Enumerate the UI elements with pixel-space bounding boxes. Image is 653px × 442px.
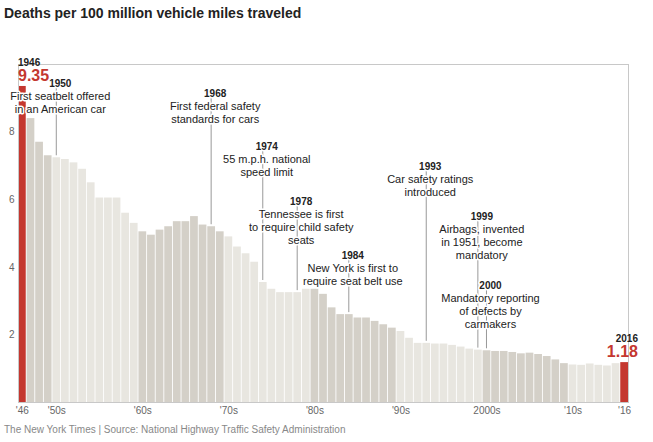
svg-text:6: 6 xyxy=(9,194,15,205)
svg-text:2000s: 2000s xyxy=(473,405,500,416)
svg-text:1993Car safety ratingsintroduc: 1993Car safety ratingsintroduced xyxy=(387,161,474,198)
svg-text:1968First federal safetystanda: 1968First federal safetystandards for ca… xyxy=(170,88,261,125)
svg-text:'90s: '90s xyxy=(392,405,410,416)
html-text:The New York Times | Source: N: The New York Times | Source: National Hi… xyxy=(4,424,346,435)
svg-text:1984New York is first torequir: 1984New York is first torequire seat bel… xyxy=(303,250,403,287)
svg-text:'16: '16 xyxy=(618,405,631,416)
html-text:1950: 1950 xyxy=(49,78,72,89)
svg-text:1946: 1946 xyxy=(18,57,41,68)
svg-text:1999Airbags, inventedin 1951,: 1999Airbags, inventedin 1951, becomemand… xyxy=(439,211,524,261)
svg-text:1.18: 1.18 xyxy=(607,343,638,360)
svg-text:197455 m.p.h. nationalspeed li: 197455 m.p.h. nationalspeed limit xyxy=(223,141,310,178)
html-text:First seatbelt offered: First seatbelt offered xyxy=(10,90,111,102)
svg-text:8: 8 xyxy=(9,126,15,137)
svg-text:4: 4 xyxy=(9,262,15,273)
html-text:Deaths per 100 million vehicle: Deaths per 100 million vehicle miles tra… xyxy=(4,5,302,21)
svg-text:'46: '46 xyxy=(16,405,29,416)
svg-text:2: 2 xyxy=(9,329,15,340)
svg-text:2000Mandatory reportingof defe: 2000Mandatory reportingof defects bycarm… xyxy=(441,280,539,330)
svg-text:9.35: 9.35 xyxy=(18,67,49,84)
svg-text:1978Tennessee is firstto requi: 1978Tennessee is firstto require child s… xyxy=(249,196,354,246)
svg-text:2016: 2016 xyxy=(615,333,638,345)
svg-text:'10s: '10s xyxy=(564,405,582,416)
svg-text:'60s: '60s xyxy=(134,405,152,416)
svg-text:'80s: '80s xyxy=(306,405,324,416)
svg-text:'50s: '50s xyxy=(48,405,66,416)
svg-text:'70s: '70s xyxy=(220,405,238,416)
html-text:in an American car: in an American car xyxy=(14,103,106,115)
